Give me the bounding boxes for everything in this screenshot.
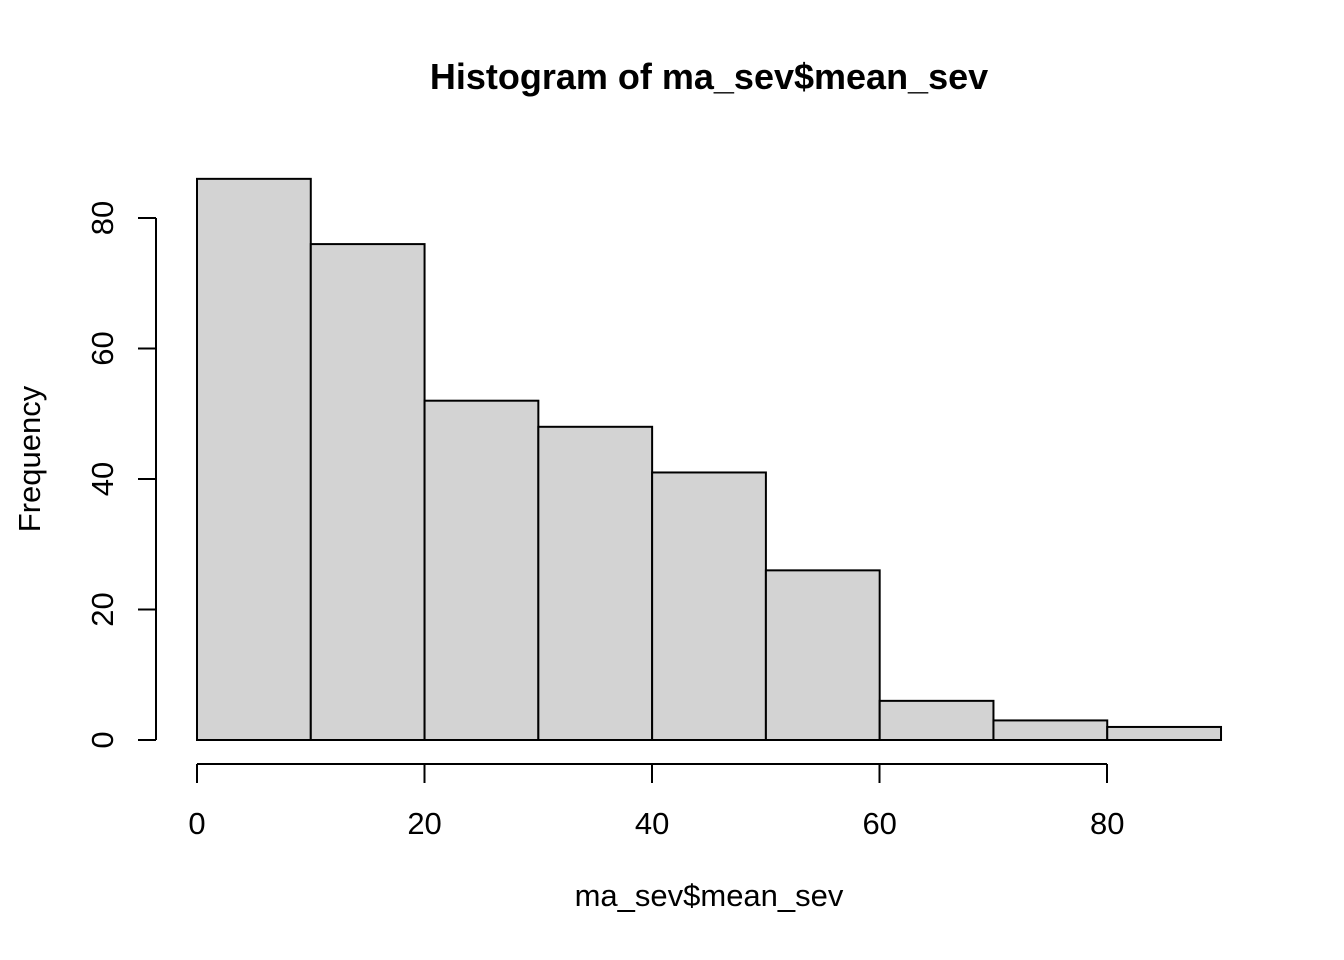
histogram-bar	[878, 699, 995, 741]
y-tick-label: 80	[85, 201, 120, 235]
x-tick-label: 40	[635, 806, 669, 841]
y-tick-label: 60	[85, 331, 120, 365]
histogram-bar	[423, 399, 540, 741]
x-tick-label: 80	[1090, 806, 1124, 841]
chart-title: Histogram of ma_sev$mean_sev	[429, 56, 989, 97]
x-axis-title: ma_sev$mean_sev	[574, 878, 844, 913]
histogram-bar	[537, 425, 654, 741]
y-tick-label: 0	[85, 731, 120, 748]
y-tick-label: 40	[85, 462, 120, 496]
x-tick-label: 60	[862, 806, 896, 841]
x-tick-label: 0	[188, 806, 205, 841]
histogram-bar	[764, 569, 881, 741]
histogram-bar	[651, 471, 767, 741]
histogram-bar	[309, 243, 426, 741]
histogram-bar	[992, 719, 1109, 741]
histogram-bar	[196, 177, 312, 742]
x-tick-label: 20	[407, 806, 441, 841]
y-tick-label: 20	[85, 592, 120, 626]
histogram-bar	[1106, 725, 1223, 742]
